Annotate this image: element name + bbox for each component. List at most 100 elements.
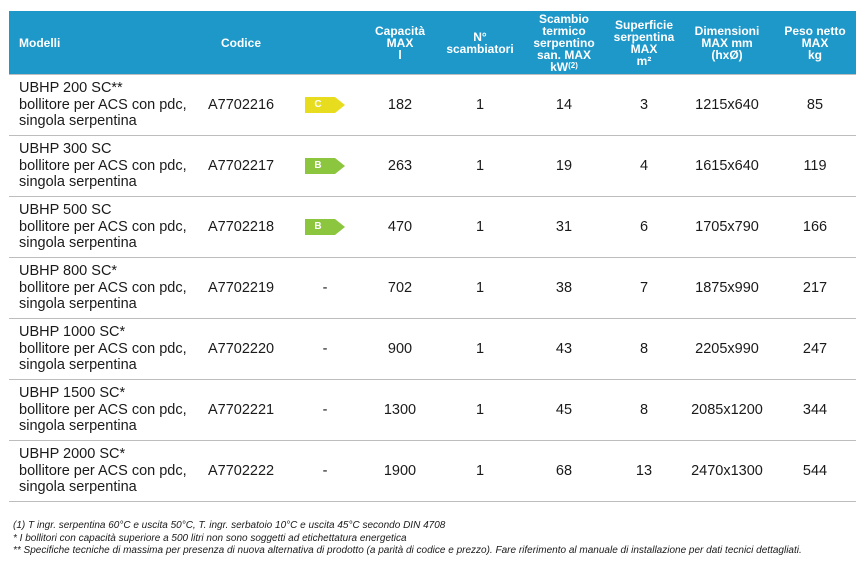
header-line: MAX [386,35,414,50]
model-description: singola serpentina [19,479,137,496]
exchange-value: 45 [520,379,608,441]
capacity-value: 1900 [360,440,440,502]
header-line: MAX [801,35,829,50]
exchangers-value: 1 [440,196,520,258]
surface-value: 7 [608,257,680,319]
footnote-1: (1) T ingr. serpentina 60°C e uscita 50°… [13,520,446,531]
model-description: singola serpentina [19,296,137,313]
energy-class-label: B [314,160,322,172]
header-line: serpentino [533,35,595,50]
product-table-container: Modelli Codice Capacità MAX l N° scambiator… [9,11,856,502]
exchange-value: 43 [520,318,608,380]
header-line: kg [807,47,822,62]
header-line: termico [542,23,586,38]
model-name: UBHP 1500 SC* [19,385,126,402]
model-description: bollitore per ACS con pdc, [19,218,187,235]
product-table: Modelli Codice Capacità MAX l N° scambiator… [9,11,856,502]
surface-value: 8 [608,379,680,441]
capacity-value: 263 [360,135,440,197]
dimensions-value: 1705x790 [680,196,774,258]
table-row: UBHP 300 SC bollitore per ACS con pdc, sin… [9,135,856,197]
header-model: Modelli [9,11,192,75]
model-cell: UBHP 1500 SC* bollitore per ACS con pdc, s… [9,379,192,441]
header-line: Capacità [374,23,426,38]
table-row: UBHP 1000 SC* bollitore per ACS con pdc, s… [9,318,856,380]
model-description: bollitore per ACS con pdc, [19,157,187,174]
product-code: A7702222 [192,440,290,502]
header-line: l [398,47,402,62]
exchangers-value: 1 [440,257,520,319]
header-line: Peso netto [784,23,846,38]
exchange-value: 14 [520,74,608,136]
exchangers-value: 1 [440,379,520,441]
energy-class-cell: - [290,379,360,441]
table-row: UBHP 200 SC** bollitore per ACS con pdc, s… [9,74,856,136]
capacity-value: 182 [360,74,440,136]
capacity-value: 1300 [360,379,440,441]
header-exchange: Scambio termico serpentino san. MAX kW(2) [520,11,608,75]
weight-value: 85 [774,74,856,136]
product-code: A7702217 [192,135,290,197]
model-cell: UBHP 500 SC bollitore per ACS con pdc, sin… [9,196,192,258]
weight-value: 217 [774,257,856,319]
header-line: MAX [630,41,658,56]
model-description: bollitore per ACS con pdc, [19,462,187,479]
model-description: bollitore per ACS con pdc, [19,401,187,418]
header-exchangers: N° scambiatori [440,11,520,75]
header-line: (hxØ) [711,47,743,62]
surface-value: 3 [608,74,680,136]
table-row: UBHP 800 SC* bollitore per ACS con pdc, si… [9,257,856,319]
model-cell: UBHP 300 SC bollitore per ACS con pdc, sin… [9,135,192,197]
model-name: UBHP 300 SC [19,141,112,158]
energy-class-cell: B [290,135,360,197]
weight-value: 544 [774,440,856,502]
header-weight: Peso netto MAX kg [774,11,856,75]
model-name: UBHP 200 SC** [19,80,123,97]
header-line: san. MAX kW [536,47,591,74]
model-description: singola serpentina [19,174,137,191]
header-line: Superficie [614,17,674,32]
dimensions-value: 1615x640 [680,135,774,197]
model-description: singola serpentina [19,357,137,374]
header-superscript: (2) [568,60,578,70]
capacity-value: 470 [360,196,440,258]
header-line: N° [473,29,487,44]
model-description: singola serpentina [19,418,137,435]
exchange-value: 38 [520,257,608,319]
header-line: MAX mm [701,35,753,50]
header-line: serpentina [613,29,675,44]
exchangers-value: 1 [440,318,520,380]
model-cell: UBHP 1000 SC* bollitore per ACS con pdc, s… [9,318,192,380]
product-code: A7702221 [192,379,290,441]
exchangers-value: 1 [440,74,520,136]
header-code: Codice [192,11,290,75]
table-header: Modelli Codice Capacità MAX l N° scambiator… [9,11,856,75]
table-body: UBHP 200 SC** bollitore per ACS con pdc, s… [9,74,856,502]
header-spacer [290,11,360,75]
energy-class-cell: B [290,196,360,258]
model-name: UBHP 1000 SC* [19,324,126,341]
capacity-value: 702 [360,257,440,319]
model-description: bollitore per ACS con pdc, [19,279,187,296]
weight-value: 166 [774,196,856,258]
model-cell: UBHP 2000 SC* bollitore per ACS con pdc, s… [9,440,192,502]
model-cell: UBHP 800 SC* bollitore per ACS con pdc, si… [9,257,192,319]
energy-class-badge: B [305,219,345,236]
exchangers-value: 1 [440,440,520,502]
header-line: scambiatori [446,41,514,56]
header-line: m² [636,53,652,68]
exchange-value: 31 [520,196,608,258]
surface-value: 8 [608,318,680,380]
model-name: UBHP 500 SC [19,202,112,219]
product-code: A7702220 [192,318,290,380]
exchange-value: 19 [520,135,608,197]
footnote-3: ** Specifiche tecniche di massima per pr… [13,545,802,556]
weight-value: 119 [774,135,856,197]
table-row: UBHP 1500 SC* bollitore per ACS con pdc, s… [9,379,856,441]
footnote-2: * I bollitori con capacità superiore a 5… [13,532,407,544]
weight-value: 247 [774,318,856,380]
dimensions-value: 2470x1300 [680,440,774,502]
model-name: UBHP 2000 SC* [19,446,126,463]
product-code: A7702219 [192,257,290,319]
surface-value: 4 [608,135,680,197]
